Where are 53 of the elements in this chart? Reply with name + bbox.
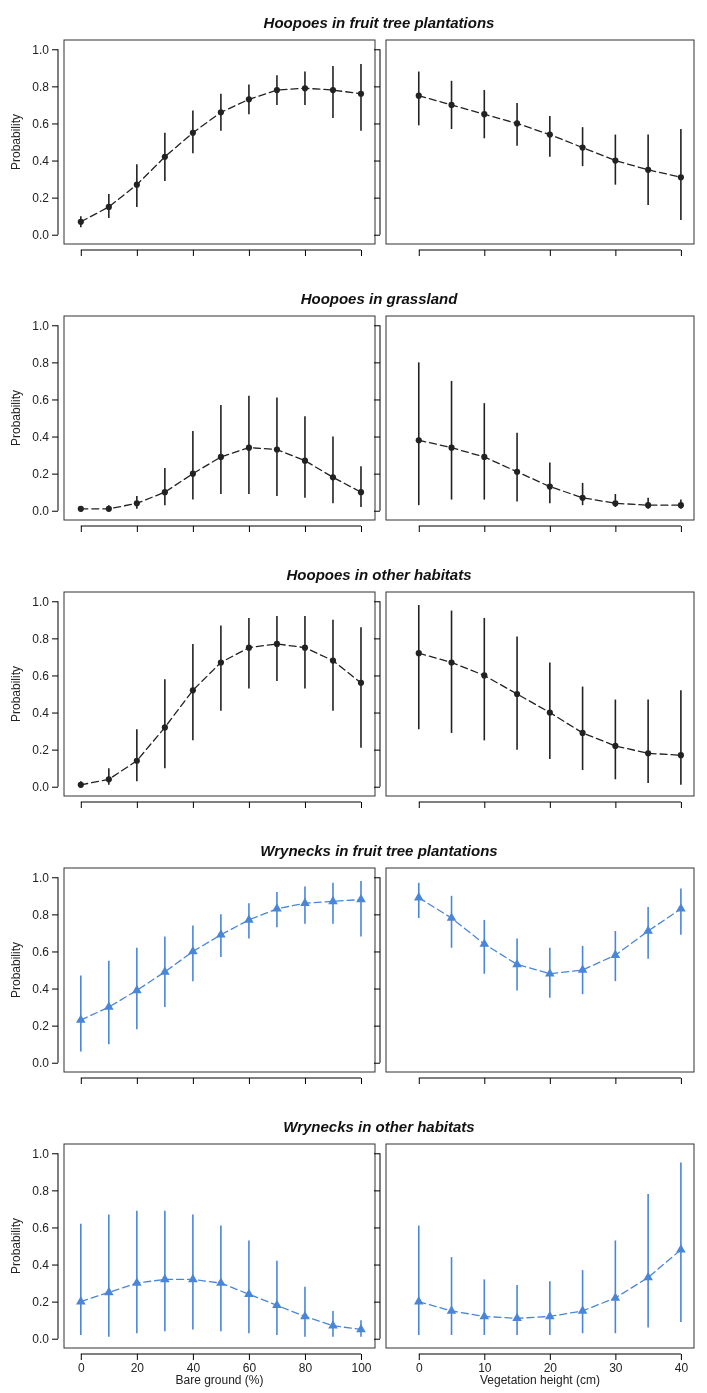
y-tick-label: 0.6: [32, 116, 50, 131]
y-tick-label: 1.0: [32, 870, 50, 885]
y-axis-title: Probability: [9, 389, 23, 447]
y-tick-label: 0.4: [32, 153, 50, 168]
x-tick-label: 40: [674, 1360, 689, 1375]
y-tick-label: 0.6: [32, 944, 50, 959]
x-tick-label: 20: [543, 1360, 558, 1375]
x-tick-label: 30: [609, 1360, 623, 1375]
y-tick-label: 0.2: [32, 466, 50, 481]
y-tick-label: 0.2: [32, 190, 50, 205]
x-tick-label: 20: [130, 1360, 145, 1375]
y-tick-label: 0.8: [32, 631, 50, 646]
y-tick-label: 0.2: [32, 1294, 50, 1309]
y-tick-label: 0.8: [32, 907, 50, 922]
y-tick-label: 0.4: [32, 705, 50, 720]
y-tick-label: 0.2: [32, 742, 50, 757]
chart-title: Wrynecks in fruit tree plantations: [260, 842, 498, 859]
y-axis-title: Probability: [9, 941, 23, 999]
y-tick-label: 0.2: [32, 1018, 50, 1033]
y-tick-label: 0.4: [32, 1257, 50, 1272]
y-tick-label: 0.6: [32, 668, 50, 683]
chart-title: Hoopoes in grassland: [300, 290, 459, 307]
x-axis-title: Bare ground (%): [175, 1373, 264, 1387]
x-tick-label: 40: [186, 1360, 201, 1375]
y-axis-title: Probability: [9, 665, 23, 723]
y-tick-label: 0.4: [32, 981, 50, 996]
y-tick-label: 0.4: [32, 429, 50, 444]
y-tick-label: 0.0: [32, 780, 50, 795]
y-tick-label: 0.0: [32, 504, 50, 519]
y-tick-label: 0.8: [32, 1183, 50, 1198]
y-tick-label: 0.0: [32, 1332, 50, 1347]
y-tick-label: 1.0: [32, 1146, 50, 1161]
chart-title: Hoopoes in fruit tree plantations: [263, 14, 495, 31]
y-tick-label: 0.6: [32, 392, 50, 407]
x-axis-title: Vegetation height (cm): [479, 1373, 601, 1387]
y-tick-label: 1.0: [32, 42, 50, 57]
y-tick-label: 0.8: [32, 355, 50, 370]
x-tick-label: 10: [478, 1360, 492, 1375]
y-tick-label: 0.0: [32, 1056, 50, 1071]
chart-title: Wrynecks in other habitats: [283, 1118, 475, 1135]
x-tick-label: 100: [351, 1360, 372, 1375]
y-tick-label: 1.0: [32, 318, 50, 333]
x-tick-label: 80: [298, 1360, 313, 1375]
y-axis-title: Probability: [9, 1217, 23, 1275]
chart-title: Hoopoes in other habitats: [286, 566, 472, 583]
y-tick-label: 0.0: [32, 228, 50, 243]
y-axis-title: Probability: [9, 113, 23, 171]
y-tick-label: 1.0: [32, 594, 50, 609]
x-tick-label: 0: [415, 1360, 423, 1375]
x-tick-label: 60: [242, 1360, 257, 1375]
x-tick-label: 0: [77, 1360, 85, 1375]
y-tick-label: 0.6: [32, 1220, 50, 1235]
y-tick-label: 0.8: [32, 79, 50, 94]
